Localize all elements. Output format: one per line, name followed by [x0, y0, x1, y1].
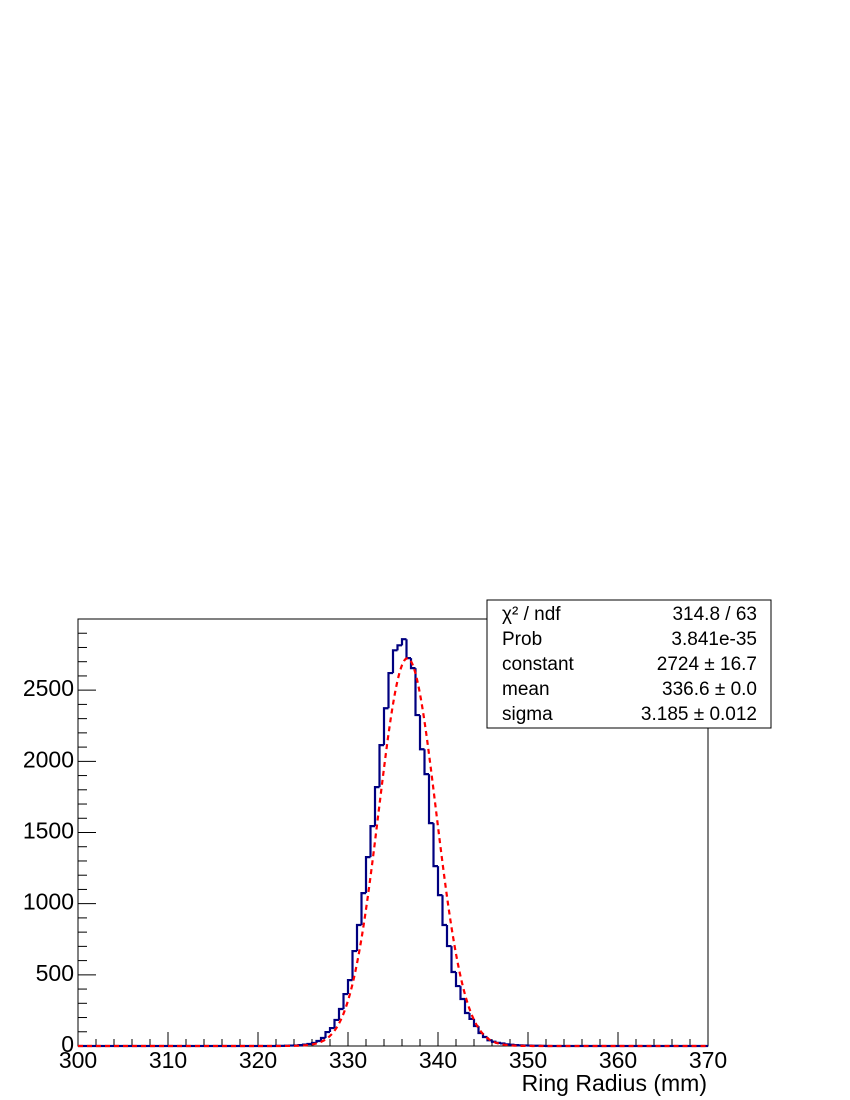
histogram-bin: [373, 785, 380, 827]
y-tick-label: 1500: [23, 818, 74, 844]
histogram-bin: [364, 856, 371, 894]
histogram-bin: [382, 707, 389, 746]
stat-name: χ² / ndf: [502, 604, 561, 625]
y-tick-label: 2000: [23, 746, 74, 772]
histogram-bin: [355, 923, 362, 952]
histogram-bin: [405, 639, 411, 660]
x-tick-label: 310: [149, 1047, 187, 1073]
histogram-bin: [396, 644, 402, 651]
stat-value: 2724 ± 16.7: [657, 654, 757, 675]
stats-box: [486, 599, 772, 729]
histogram-bin: [499, 1042, 506, 1045]
x-tick-label: 300: [59, 1047, 97, 1073]
stat-name: constant: [502, 654, 575, 675]
y-tick-label: 1000: [23, 889, 74, 915]
histogram-bin: [445, 925, 452, 948]
stat-value: 336.6 ± 0.0: [662, 679, 757, 700]
x-tick-label: 340: [419, 1047, 457, 1073]
x-tick-label: 330: [329, 1047, 367, 1073]
histogram-bin: [459, 986, 465, 1001]
histogram-bin: [436, 866, 443, 897]
x-tick-label: 350: [509, 1047, 547, 1073]
x-tick-label: 360: [599, 1047, 637, 1073]
stat-name: mean: [502, 679, 550, 700]
fit-curve: [78, 657, 708, 1048]
histogram-bin: [418, 715, 425, 751]
histogram-bin: [319, 1036, 326, 1042]
stat-name: Prob: [502, 629, 542, 650]
histogram-bin: [463, 999, 470, 1015]
histogram-bin: [342, 992, 348, 1009]
histogram-bin: [414, 668, 420, 717]
y-tick-label: 2500: [23, 675, 74, 701]
histogram-bin: [391, 649, 398, 674]
stat-name: sigma: [502, 704, 553, 725]
histogram-bin: [378, 744, 384, 788]
histogram-bin: [454, 971, 461, 988]
histogram-bin: [360, 892, 366, 926]
x-axis-label: Ring Radius (mm): [522, 1070, 707, 1096]
histogram-bin: [346, 979, 353, 995]
histogram-bin: [333, 1018, 339, 1029]
histogram-bin: [432, 823, 438, 868]
y-tick-label: 0: [61, 1031, 74, 1057]
x-tick-label: 320: [239, 1047, 277, 1073]
stat-value: 3.185 ± 0.012: [641, 704, 757, 725]
y-tick-label: 500: [36, 960, 74, 986]
histogram-bin: [306, 1042, 312, 1046]
histogram-bin: [400, 638, 407, 646]
histogram-bin: [351, 949, 357, 981]
histogram-bin: [328, 1026, 335, 1033]
histogram-bin: [324, 1030, 330, 1039]
histogram-bin: [423, 749, 429, 776]
histogram-bin: [387, 671, 393, 709]
histogram-bin: [441, 895, 447, 927]
histogram-bin: [369, 824, 375, 858]
stat-value: 314.8 / 63: [672, 604, 757, 625]
histogram-bin: [450, 946, 456, 974]
x-tick-label: 370: [689, 1047, 727, 1073]
stat-value: 3.841e-35: [671, 629, 757, 650]
histogram-bin: [337, 1007, 344, 1020]
histogram-bin: [427, 774, 434, 825]
